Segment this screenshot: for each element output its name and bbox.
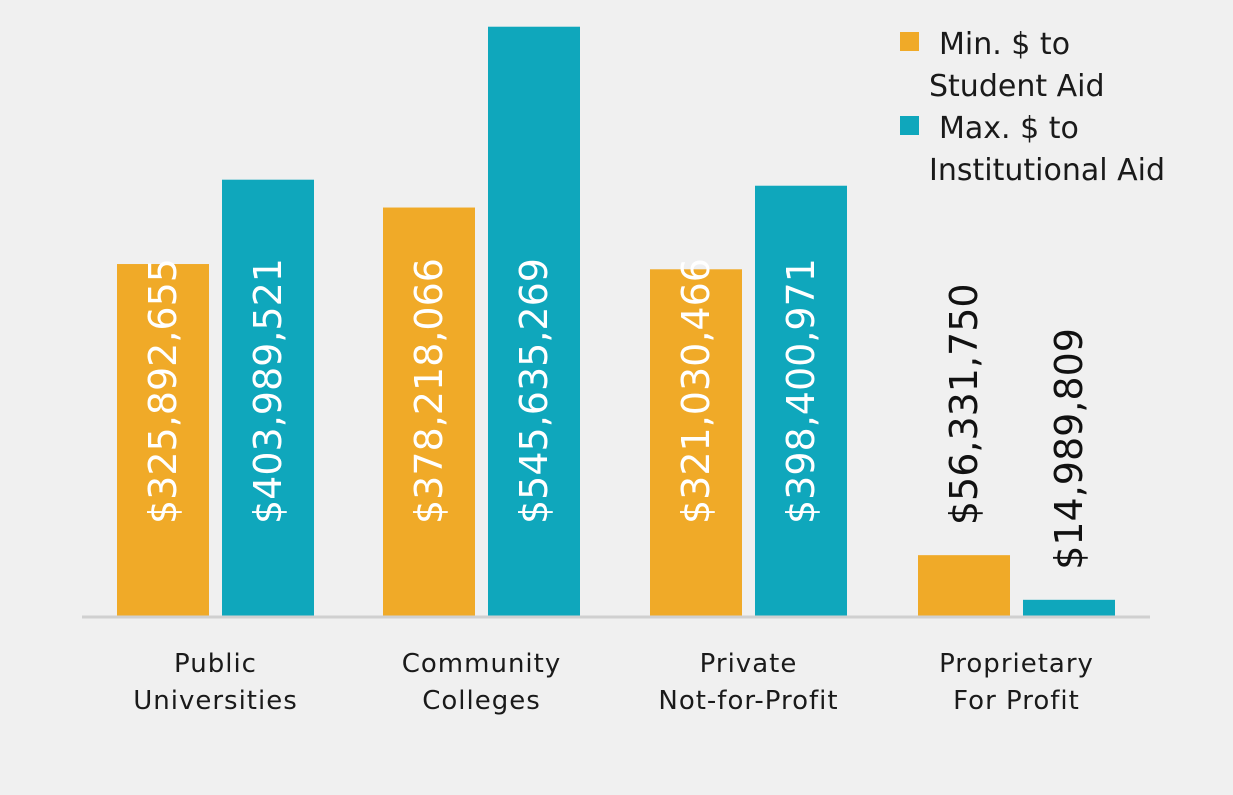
category-label-line: Colleges <box>422 686 541 716</box>
category-label-line: Private <box>700 649 798 679</box>
category-label-line: Not-for-Profit <box>658 686 838 716</box>
value-label: $325,892,655 <box>141 258 185 524</box>
legend-swatch-1 <box>900 116 919 135</box>
category-label-line: Proprietary <box>939 649 1094 679</box>
value-label: $378,218,066 <box>407 258 451 524</box>
bar-min-student-aid-0 <box>117 264 209 616</box>
bar-min-student-aid-2 <box>650 269 742 616</box>
legend-label-line: Max. $ to <box>939 111 1079 146</box>
legend-label-line: Min. $ to <box>939 27 1070 62</box>
category-labels-group: Public Universities Community Colleges Priva… <box>133 649 1094 716</box>
bar-max-institutional-aid-0 <box>222 179 314 616</box>
bar-min-student-aid-1 <box>383 207 475 617</box>
value-label: $403,989,521 <box>246 258 290 524</box>
value-label: $398,400,971 <box>779 258 823 524</box>
value-label: $14,989,809 <box>1047 328 1091 570</box>
category-label-line: Public <box>174 649 257 679</box>
legend: Min. $ to Student Aid Max. $ to Institution… <box>900 27 1165 188</box>
value-label: $56,331,750 <box>942 283 986 525</box>
legend-label-line: Student Aid <box>929 69 1105 104</box>
bar-min-student-aid-3 <box>918 555 1010 616</box>
legend-label-line: Institutional Aid <box>929 153 1165 188</box>
bar-max-institutional-aid-2 <box>755 185 847 617</box>
category-label-line: Universities <box>133 686 298 716</box>
category-label-line: Community <box>402 649 561 679</box>
bar-max-institutional-aid-1 <box>488 26 580 616</box>
bars-group <box>117 26 1115 617</box>
value-labels-group: $325,892,655 $403,989,521 $378,218,066 $545… <box>141 258 1091 570</box>
value-label: $545,635,269 <box>512 258 556 524</box>
bar-max-institutional-aid-3 <box>1023 599 1115 616</box>
value-label: $321,030,466 <box>674 258 718 524</box>
legend-swatch-0 <box>900 32 919 51</box>
category-label-line: For Profit <box>953 686 1080 716</box>
